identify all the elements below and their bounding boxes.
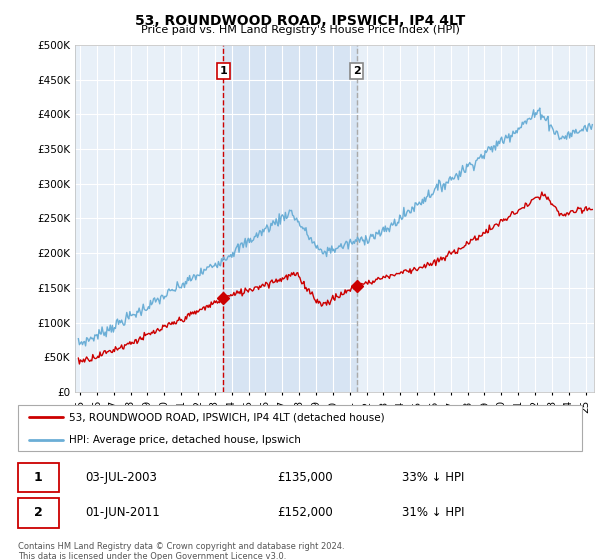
Text: 53, ROUNDWOOD ROAD, IPSWICH, IP4 4LT: 53, ROUNDWOOD ROAD, IPSWICH, IP4 4LT [135, 14, 465, 28]
FancyBboxPatch shape [18, 405, 582, 451]
FancyBboxPatch shape [18, 498, 59, 528]
Text: Price paid vs. HM Land Registry's House Price Index (HPI): Price paid vs. HM Land Registry's House … [140, 25, 460, 35]
Text: 1: 1 [220, 66, 227, 76]
Text: 2: 2 [353, 66, 361, 76]
Text: 33% ↓ HPI: 33% ↓ HPI [401, 471, 464, 484]
Text: £152,000: £152,000 [277, 506, 333, 520]
FancyBboxPatch shape [18, 463, 59, 492]
Text: 53, ROUNDWOOD ROAD, IPSWICH, IP4 4LT (detached house): 53, ROUNDWOOD ROAD, IPSWICH, IP4 4LT (de… [69, 412, 385, 422]
Bar [223, 45, 357, 392]
Text: 2: 2 [34, 506, 43, 520]
Text: 31% ↓ HPI: 31% ↓ HPI [401, 506, 464, 520]
Text: Contains HM Land Registry data © Crown copyright and database right 2024.
This d: Contains HM Land Registry data © Crown c… [18, 542, 344, 560]
Text: HPI: Average price, detached house, Ipswich: HPI: Average price, detached house, Ipsw… [69, 435, 301, 445]
Text: 1: 1 [34, 471, 43, 484]
Text: 03-JUL-2003: 03-JUL-2003 [86, 471, 158, 484]
Text: 01-JUN-2011: 01-JUN-2011 [86, 506, 160, 520]
Text: £135,000: £135,000 [277, 471, 333, 484]
